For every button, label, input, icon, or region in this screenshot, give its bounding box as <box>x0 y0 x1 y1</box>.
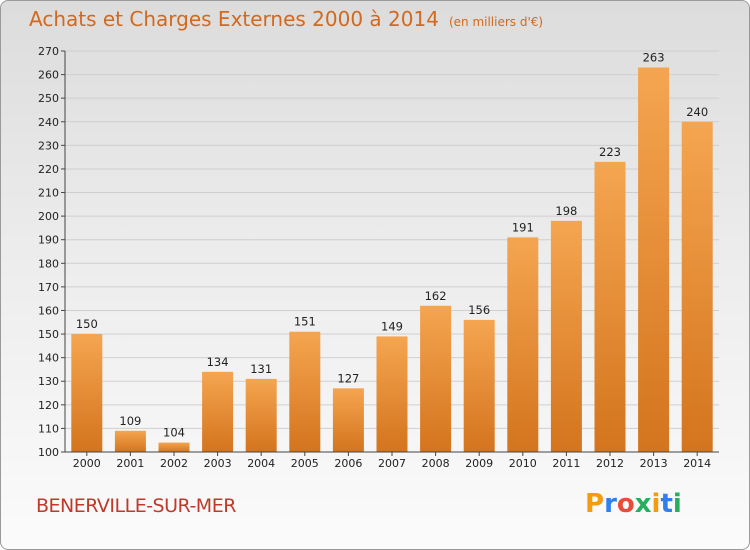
data-label: 131 <box>250 362 272 376</box>
data-label: 151 <box>294 315 316 329</box>
logo-letter: o <box>616 489 635 519</box>
x-tick-label: 2001 <box>116 457 144 470</box>
y-tick-label: 200 <box>38 210 59 223</box>
y-tick-label: 250 <box>38 92 59 105</box>
x-tick-label: 2003 <box>204 457 232 470</box>
chart-title-text: Achats et Charges Externes 2000 à 2014 <box>29 7 439 31</box>
x-tick-label: 2014 <box>683 457 711 470</box>
data-labels: 150 109 104 134 131 151 127 149 162 156 191 198 223 2… <box>76 51 708 440</box>
x-axis-ticks: 2000 2001 2002 2003 2004 2005 2006 2007 2008 2009… <box>73 452 711 470</box>
chart-title: Achats et Charges Externes 2000 à 2014 (e… <box>29 7 543 31</box>
x-tick-label: 2004 <box>247 457 275 470</box>
bar <box>71 334 103 452</box>
y-tick-label: 180 <box>38 257 59 270</box>
data-label: 162 <box>425 289 447 303</box>
bar <box>420 305 452 452</box>
bar <box>550 220 582 452</box>
data-label: 240 <box>686 105 708 119</box>
bar <box>158 442 190 452</box>
y-tick-label: 130 <box>38 375 59 388</box>
data-label: 156 <box>468 303 490 317</box>
y-tick-label: 100 <box>38 446 59 459</box>
y-axis-ticks: 100 110 120 130 140 150 160 170 180 190 200 210 220 2… <box>38 45 65 459</box>
y-tick-label: 230 <box>38 139 59 152</box>
x-tick-label: 2012 <box>596 457 624 470</box>
data-label: 149 <box>381 319 403 333</box>
data-label: 104 <box>163 426 185 440</box>
logo-letter: P <box>585 489 605 519</box>
bar <box>376 336 408 452</box>
data-label: 198 <box>555 204 577 218</box>
logo-letter: r <box>604 489 617 519</box>
y-tick-label: 140 <box>38 352 59 365</box>
bar <box>289 331 321 452</box>
bar <box>681 121 713 452</box>
y-tick-label: 240 <box>38 116 59 129</box>
x-tick-label: 2013 <box>640 457 668 470</box>
bar <box>114 430 146 452</box>
x-tick-label: 2007 <box>378 457 406 470</box>
y-tick-label: 170 <box>38 281 59 294</box>
data-label: 150 <box>76 317 98 331</box>
bar <box>245 378 277 452</box>
y-tick-label: 160 <box>38 304 59 317</box>
logo-letter: x <box>634 489 652 519</box>
y-tick-label: 190 <box>38 234 59 247</box>
bar <box>507 237 539 452</box>
x-tick-label: 2000 <box>73 457 101 470</box>
data-label: 263 <box>643 51 665 65</box>
data-label: 223 <box>599 145 621 159</box>
y-tick-label: 270 <box>38 45 59 58</box>
data-label: 191 <box>512 220 534 234</box>
y-tick-label: 150 <box>38 328 59 341</box>
chart-subtitle: (en milliers d'€) <box>448 15 544 29</box>
data-label: 109 <box>119 414 141 428</box>
bar <box>638 67 670 452</box>
y-tick-label: 220 <box>38 163 59 176</box>
x-tick-label: 2006 <box>334 457 362 470</box>
x-tick-label: 2010 <box>509 457 537 470</box>
x-tick-label: 2009 <box>465 457 493 470</box>
data-label: 134 <box>207 355 229 369</box>
y-tick-label: 110 <box>38 422 59 435</box>
bar <box>332 388 364 452</box>
x-tick-label: 2005 <box>291 457 319 470</box>
bar <box>463 319 495 452</box>
town-name: BENERVILLE-SUR-MER <box>36 495 236 517</box>
x-tick-label: 2011 <box>552 457 580 470</box>
logo-letter: i <box>651 489 661 519</box>
proxiti-logo[interactable]: Proxiti <box>585 489 682 519</box>
y-tick-label: 210 <box>38 187 59 200</box>
bars <box>71 67 713 453</box>
y-tick-label: 120 <box>38 399 59 412</box>
x-tick-label: 2008 <box>422 457 450 470</box>
bar <box>594 161 626 453</box>
logo-letter: i <box>672 489 682 519</box>
bar <box>202 371 234 452</box>
logo-letter: t <box>660 489 673 519</box>
x-tick-label: 2002 <box>160 457 188 470</box>
y-tick-label: 260 <box>38 69 59 82</box>
data-label: 127 <box>337 371 359 385</box>
